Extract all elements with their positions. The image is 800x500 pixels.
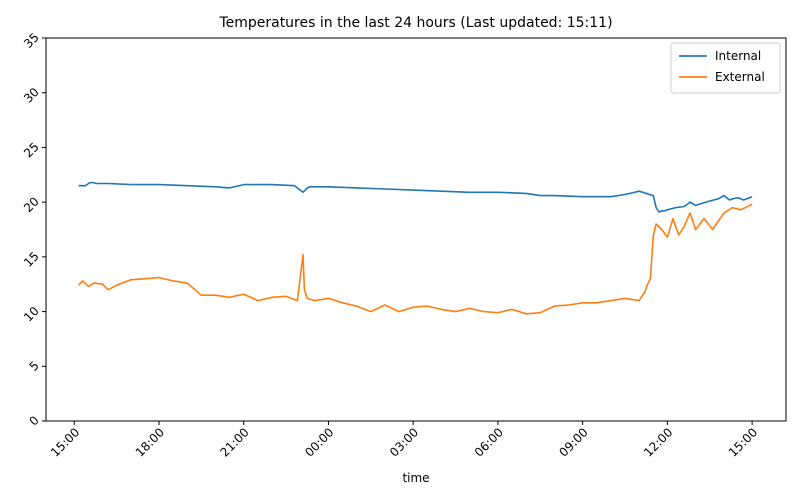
x-axis-label: time [402, 471, 429, 485]
chart-title: Temperatures in the last 24 hours (Last … [218, 15, 612, 31]
series-line-external [77, 203, 753, 315]
legend-label: External [715, 70, 765, 84]
series-lines [77, 181, 753, 315]
series-line-internal [78, 181, 753, 213]
legend: Internal External [670, 42, 781, 94]
plot-frame [45, 37, 787, 422]
legend-label: Internal [715, 49, 761, 63]
